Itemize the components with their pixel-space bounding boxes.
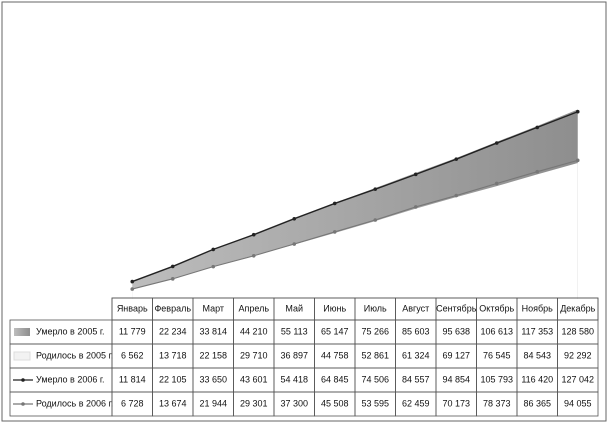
category-label: Август [402,303,429,313]
marker [130,279,135,284]
value-label: 62 459 [402,398,430,408]
marker [535,169,540,174]
category-label: Январь [117,303,148,313]
marker [292,216,297,221]
legend-label: Умерло в 2005 г. [36,326,105,336]
value-label: 36 897 [280,350,308,360]
marker [332,201,337,206]
value-label: 65 147 [321,326,349,336]
marker [211,264,216,269]
value-label: 74 506 [361,374,389,384]
value-label: 22 105 [159,374,187,384]
value-label: 127 042 [561,374,594,384]
value-label: 76 545 [483,350,511,360]
value-label: 85 603 [402,326,430,336]
value-label: 6 728 [121,398,144,408]
value-label: 33 650 [199,374,227,384]
legend-marker [21,378,25,382]
legend-swatch [13,351,31,361]
value-label: 52 861 [361,350,389,360]
value-label: 22 158 [199,350,227,360]
value-label: 75 266 [361,326,389,336]
value-label: 78 373 [483,398,511,408]
value-label: 11 814 [119,374,146,384]
value-label: 29 710 [240,350,268,360]
value-label: 117 353 [521,326,553,336]
marker [130,287,135,291]
legend-label: Родилось в 2005 г. [36,350,113,360]
value-label: 13 718 [159,350,187,360]
category-label: Февраль [154,303,191,313]
value-label: 86 365 [523,398,551,408]
marker [413,205,418,209]
category-label: Июль [364,303,387,313]
category-label: Апрель [238,303,269,313]
line [132,111,579,283]
value-label: 106 613 [480,326,513,336]
marker [494,181,499,186]
table-cell [557,391,599,417]
category-label: Сентябрь [436,303,477,313]
marker [373,187,378,191]
value-label: 116 420 [521,374,553,384]
value-label: 11 779 [119,326,146,336]
marker [454,193,459,198]
marker [575,109,580,114]
marker [292,242,297,246]
category-label: Октябрь [479,303,514,313]
value-label: 69 127 [442,350,470,360]
value-label: 55 113 [281,326,308,336]
legend-swatch [14,328,30,336]
value-label: 37 300 [280,398,308,408]
value-label: 13 674 [159,398,187,408]
value-label: 44 210 [240,326,268,336]
marker [535,125,540,130]
value-label: 94 854 [442,374,470,384]
marker [413,172,418,177]
value-label: 53 595 [361,398,389,408]
legend-marker [21,402,25,406]
marker [575,158,580,163]
value-label: 61 324 [402,350,430,360]
legend-label: Родилось в 2006 г. [36,398,113,408]
value-label: 33 814 [199,326,227,336]
marker [251,254,256,258]
value-label: 21 944 [199,398,227,408]
category-label: Декабрь [560,303,595,313]
value-label: 105 793 [480,374,513,384]
marker [211,247,216,252]
value-label: 45 508 [321,398,349,408]
value-label: 128 580 [561,326,594,336]
value-label: 92 292 [564,350,592,360]
marker [454,157,459,161]
value-label: 29 301 [240,398,268,408]
marker [494,141,499,145]
category-label: Июнь [323,303,346,313]
line [132,159,578,290]
value-label: 84 543 [523,350,551,360]
value-label: 95 638 [442,326,470,336]
marker [170,264,175,269]
marker [170,277,175,281]
marker [332,230,337,234]
value-label: 6 562 [121,350,144,360]
area [132,162,578,299]
value-label: 94 055 [564,398,592,408]
value-label: 64 845 [321,374,349,384]
category-label: Март [202,303,224,313]
marker [251,232,256,237]
value-label: 22 234 [159,326,187,336]
value-label: 84 557 [402,374,430,384]
value-label: 44 758 [321,350,349,360]
value-label: 43 601 [240,374,268,384]
value-label: 54 418 [280,374,308,384]
category-label: Май [285,303,303,313]
legend-label: Умерло в 2006 г. [36,374,105,384]
marker [373,218,378,222]
value-label: 70 173 [442,398,470,408]
category-label: Ноябрь [522,303,554,313]
